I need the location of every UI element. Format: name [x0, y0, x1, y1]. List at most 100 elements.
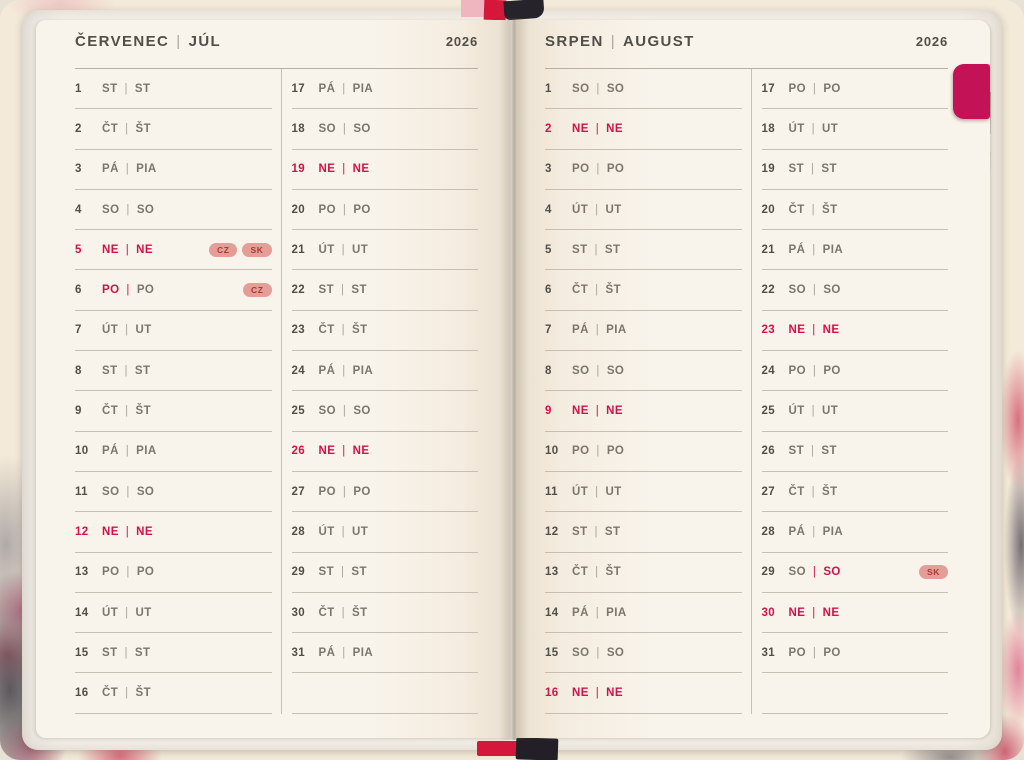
holiday-badge-cz: CZ: [242, 283, 272, 297]
month-tab[interactable]: [953, 64, 990, 119]
day-abbr-slovak: UT: [605, 485, 622, 498]
day-row-5: 5 NE | NE CZ SK: [75, 230, 272, 271]
day-number: 3: [75, 163, 82, 176]
day-abbr-czech: SO: [572, 646, 590, 659]
day-separator: |: [812, 606, 816, 619]
day-abbr-slovak: PO: [823, 646, 841, 659]
day-abbr-slovak: NE: [822, 606, 840, 619]
day-row-20: 20 PO | PO: [291, 190, 478, 231]
day-row-11: 11 SO | SO: [75, 472, 272, 513]
day-abbr-czech: NE: [572, 687, 589, 700]
day-number: 21: [761, 243, 776, 256]
page-august: SRPEN | AUGUST 2026 1 SO | SO 2 NE | NE 3 PO | PO 4 ÚT |…: [514, 20, 990, 738]
day-abbr-czech: NE: [572, 405, 589, 418]
day-separator: |: [596, 82, 600, 95]
day-abbr-slovak: ST: [604, 525, 621, 538]
day-number: 7: [545, 324, 552, 337]
day-separator: |: [811, 405, 816, 418]
day-number: 1: [545, 82, 552, 95]
day-number: 15: [75, 646, 89, 659]
day-abbr-czech: PÁ: [572, 606, 589, 619]
day-row-3: 3 PÁ | PIA: [75, 150, 272, 190]
bookmark-ribbon-pink: [461, 0, 487, 17]
day-abbr-czech: PO: [788, 646, 806, 659]
day-abbr-slovak: ST: [134, 646, 151, 659]
day-number: 27: [291, 485, 306, 498]
holiday-badges: SK: [918, 565, 948, 579]
day-number: 18: [761, 122, 776, 135]
day-number: 13: [545, 566, 559, 579]
day-abbr-czech: NE: [788, 324, 806, 337]
day-abbr-slovak: PO: [136, 566, 155, 579]
day-separator: |: [812, 364, 817, 377]
day-row-24: 24 PO | PO: [761, 351, 948, 392]
day-number: 10: [75, 445, 89, 458]
day-row-25: 25 ÚT | UT: [761, 391, 948, 432]
day-abbr-czech: NE: [318, 163, 336, 176]
day-separator: |: [342, 646, 346, 659]
day-separator: |: [811, 485, 816, 498]
day-separator: |: [341, 525, 346, 538]
day-number: 29: [291, 566, 306, 579]
day-number: 30: [761, 606, 776, 619]
day-abbr-czech: SO: [102, 203, 120, 216]
month-name-slovak: AUGUST: [622, 33, 695, 50]
page-july: ČERVENEC | JÚL 2026 1 ST | ST 2 ČT | ŠT 3 PÁ | PIA 4 SO…: [36, 20, 510, 738]
day-abbr-czech: PÁ: [572, 324, 589, 337]
day-abbr-slovak: NE: [822, 324, 840, 337]
day-row-2: 2 NE | NE: [545, 109, 742, 150]
day-number: 26: [761, 445, 776, 458]
day-number: 9: [545, 405, 552, 418]
day-abbr-czech: ST: [318, 566, 334, 579]
year-label: 2026: [915, 34, 948, 49]
day-abbr-slovak: SO: [606, 646, 625, 659]
day-abbr-czech: SO: [788, 566, 806, 579]
day-row-18: 18 ÚT | UT: [761, 109, 948, 150]
day-abbr-slovak: ŠT: [135, 405, 152, 418]
day-separator: |: [342, 364, 346, 377]
day-separator: |: [125, 405, 129, 418]
day-row-1: 1 SO | SO: [545, 69, 742, 110]
day-number: 5: [75, 243, 82, 256]
day-number: 29: [761, 566, 776, 579]
day-number: 25: [761, 405, 776, 418]
day-row-10: 10 PÁ | PIA: [75, 432, 272, 472]
holiday-badge-sk: SK: [918, 565, 948, 579]
day-abbr-czech: ČT: [572, 566, 589, 579]
day-abbr-czech: ÚT: [102, 606, 119, 619]
day-separator: |: [341, 606, 346, 619]
day-column-1-16: 1 ST | ST 2 ČT | ŠT 3 PÁ | PIA 4 SO | SO 5 NE | NE CZ SK 6 PO | P…: [75, 69, 272, 714]
day-abbr-czech: PO: [318, 485, 336, 498]
day-separator: |: [125, 445, 130, 458]
holiday-badges: CZ: [242, 283, 272, 297]
day-separator: |: [811, 122, 816, 135]
day-number: 19: [291, 163, 306, 176]
day-number: 12: [545, 525, 559, 538]
day-separator: |: [342, 122, 347, 135]
day-row-28: 28 ÚT | UT: [291, 512, 478, 553]
day-row-4: 4 SO | SO: [75, 190, 272, 231]
day-abbr-czech: PÁ: [318, 646, 336, 659]
day-separator: |: [124, 364, 128, 377]
day-abbr-slovak: NE: [136, 243, 153, 256]
day-abbr-czech: SO: [102, 485, 120, 498]
day-row-11: 11 ÚT | UT: [545, 472, 742, 513]
day-row-29: 29 SO | SO SK: [761, 553, 948, 593]
day-abbr-czech: NE: [572, 122, 589, 135]
day-abbr-czech: ČT: [102, 687, 119, 700]
day-row-31: 31 PO | PO: [761, 633, 948, 674]
day-abbr-czech: ÚT: [102, 324, 119, 337]
day-separator: |: [595, 203, 599, 216]
day-number: 17: [761, 82, 776, 95]
day-number: 23: [291, 324, 306, 337]
day-abbr-czech: SO: [788, 284, 806, 297]
day-row-7: 7 ÚT | UT: [75, 311, 272, 352]
day-abbr-slovak: NE: [352, 163, 370, 176]
header-rule: [545, 68, 948, 69]
day-row-21: 21 PÁ | PIA: [761, 230, 948, 271]
day-number: 18: [291, 122, 306, 135]
day-abbr-slovak: SO: [606, 82, 625, 95]
day-row-17: 17 PÁ | PIA: [291, 69, 478, 110]
day-abbr-czech: NE: [318, 445, 336, 458]
day-row-24: 24 PÁ | PIA: [291, 351, 478, 392]
